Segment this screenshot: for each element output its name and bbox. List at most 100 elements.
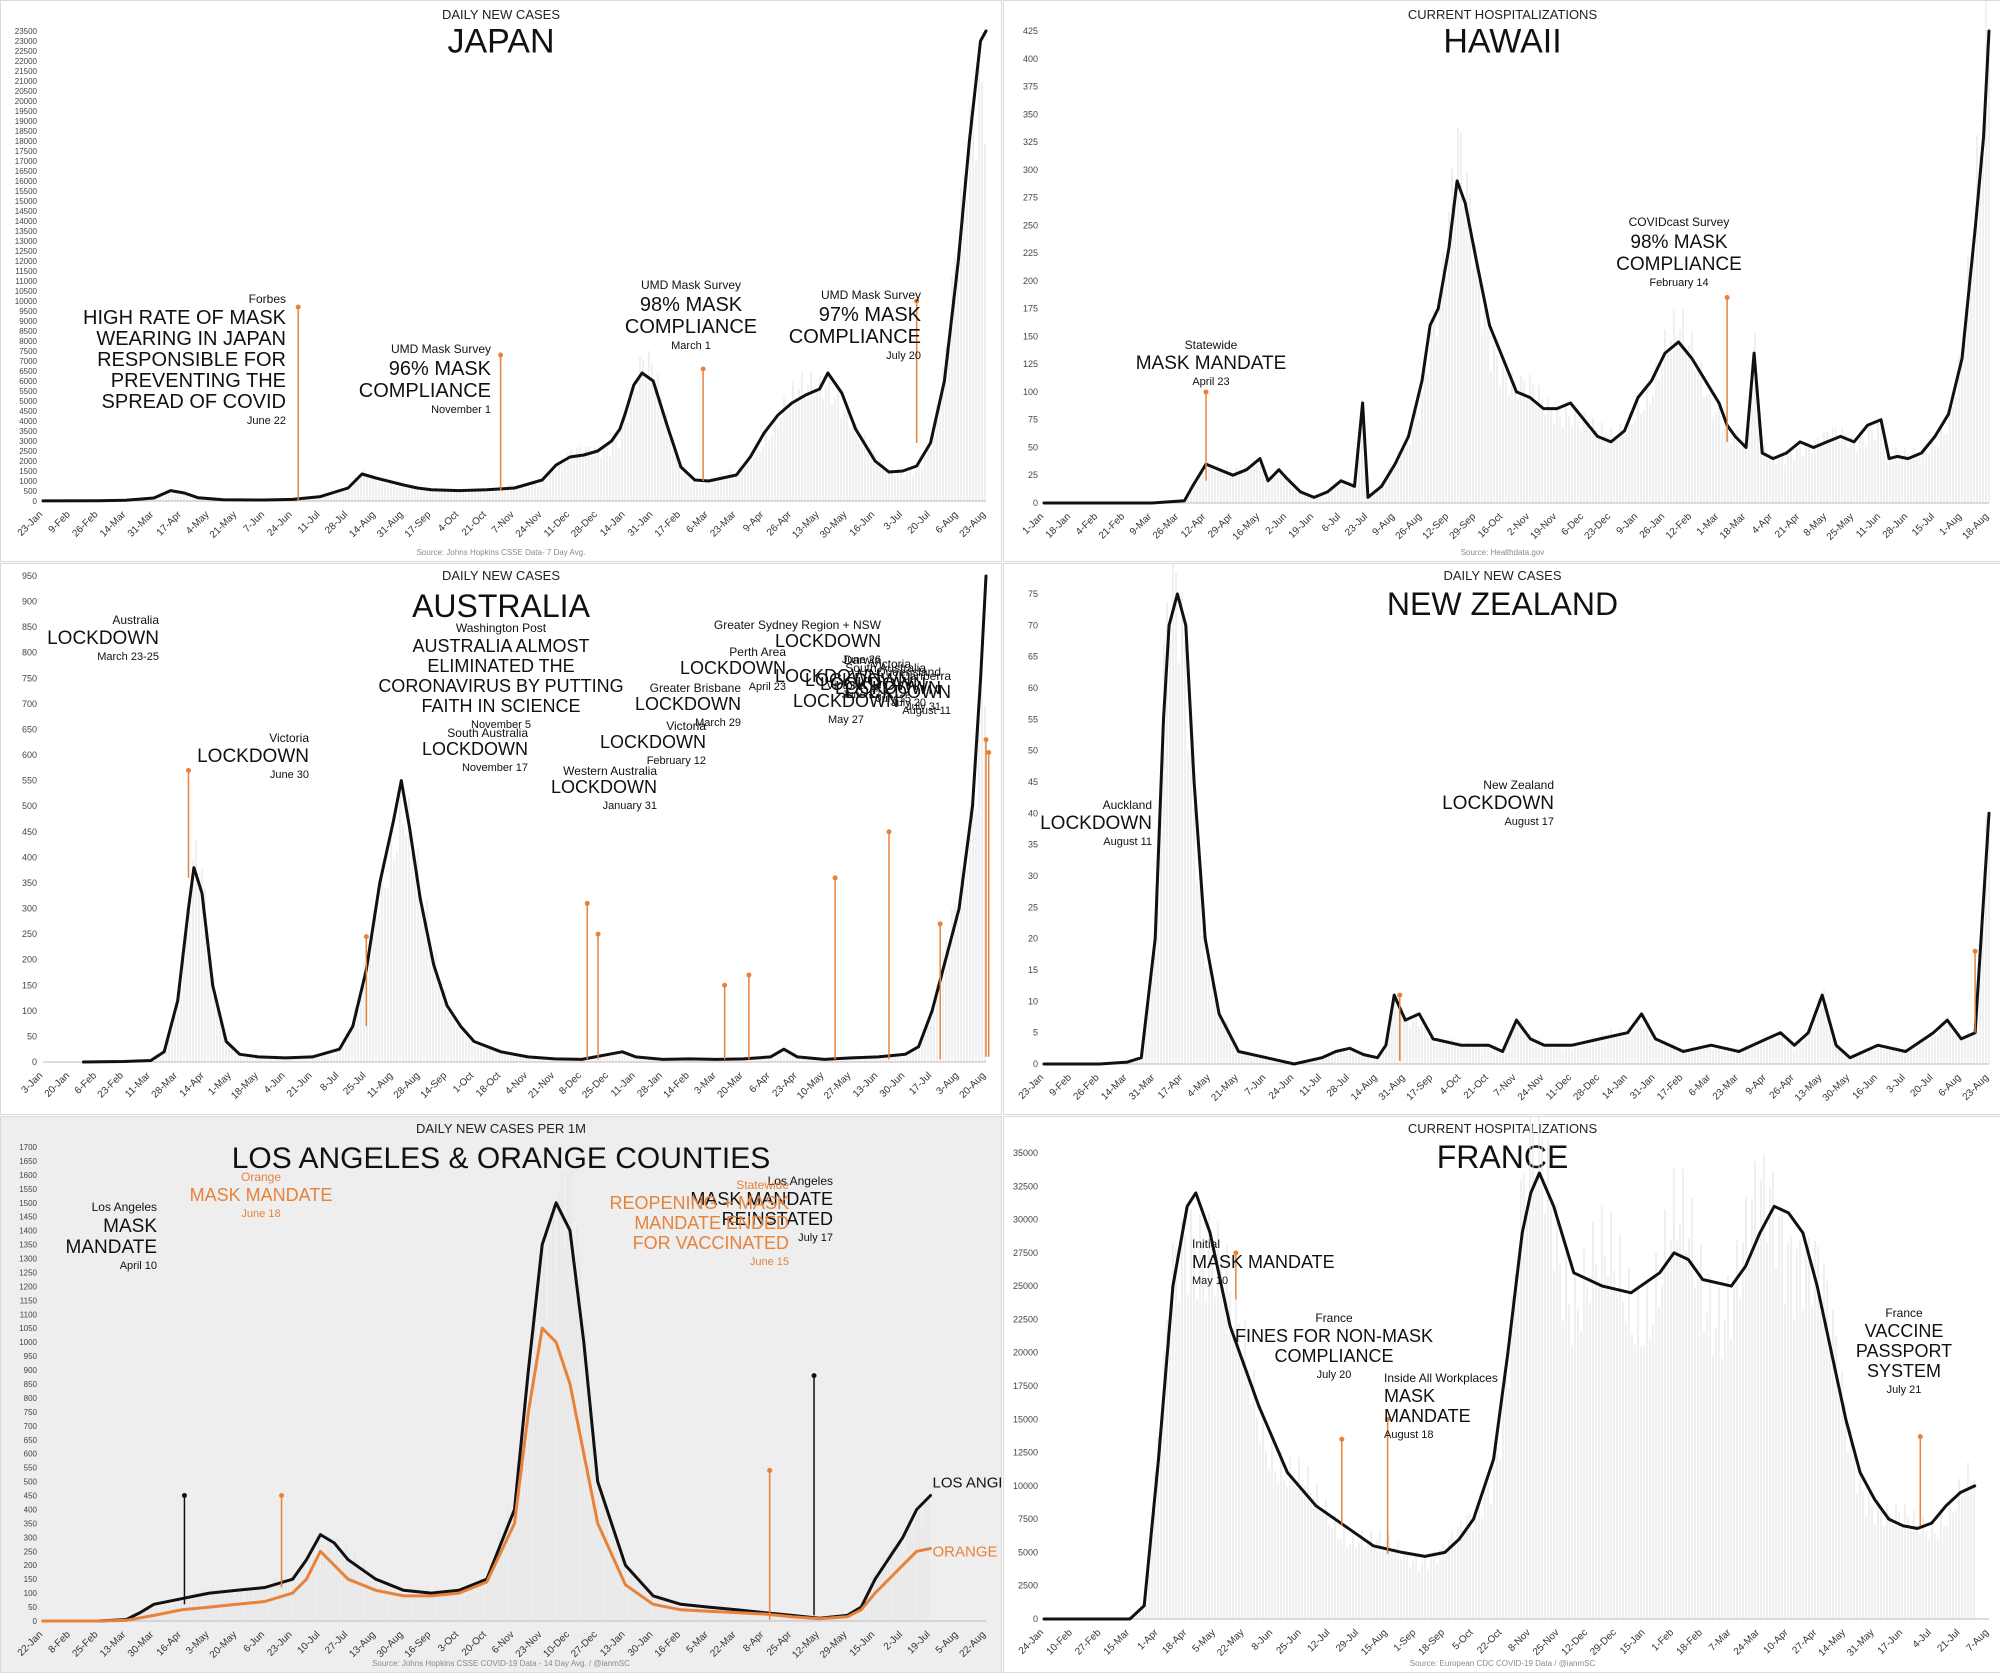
annotation-date: June 18 [241,1208,280,1220]
y-tick-label: 7500 [19,347,37,356]
y-tick-label: 17500 [1013,1381,1038,1391]
annotation-headline: FINES FOR NON-MASK [1235,1326,1433,1346]
x-tick-label: 12-May [790,1629,821,1660]
y-tick-label: 1650 [19,1157,37,1166]
x-tick-label: 3-Jul [1885,1072,1908,1095]
y-tick-label: 500 [24,487,38,496]
chart-panel-australia: DAILY NEW CASES AUSTRALIA 0 50 100 150 200 250 3… [0,563,1002,1115]
y-tick-label: 850 [22,622,37,632]
x-tick-label: 14-Sep [419,1070,450,1101]
y-tick-label: 1150 [20,1296,38,1305]
x-tick-label: 2-Jul [882,1629,905,1652]
chart-subtitle: CURRENT HOSPITALIZATIONS [1408,7,1598,22]
x-tick-label: 11-Jan [609,1070,638,1099]
x-tick-label: 28-Mar [150,1070,181,1101]
y-tick-label: 650 [24,1436,38,1445]
y-tick-label: 325 [1023,137,1038,147]
x-tick-label: 11-Dec [542,509,572,539]
x-tick-label: 11-Jun [1854,511,1883,540]
x-tick-label: 17-Apr [155,509,184,538]
annotation-marker-dot [279,1493,285,1499]
x-tick-label: 3-Oct [436,1629,461,1654]
y-tick-label: 25 [1028,902,1038,912]
x-tick-label: 1-Sep [1392,1627,1419,1654]
x-tick-label: 16-Sep [403,1629,434,1660]
annotation-headline: MASK [1384,1386,1435,1406]
x-tick-label: 11-Dec [1544,1072,1574,1102]
x-tick-label: 20-May [208,1629,239,1660]
source-note: Source: Johns Hopkins CSSE COVID-19 Data… [372,1659,630,1668]
y-tick-label: 500 [24,1478,38,1487]
y-tick-label: 65 [1028,652,1038,662]
annotation-source: Inside All Workplaces [1384,1371,1498,1385]
y-tick-label: 750 [24,1408,38,1417]
y-tick-label: 8500 [19,327,37,336]
x-tick-label: 9-Apr [741,509,767,535]
x-tick-label: 28-Jan [635,1070,664,1099]
x-tick-label: 15-Jan [1618,1627,1647,1656]
x-tick-label: 29-May [818,1629,849,1660]
y-tick-label: 11500 [15,267,37,276]
y-tick-label: 900 [24,1366,38,1375]
y-tick-label: 100 [1023,387,1038,397]
annotation-date: May 27 [828,714,864,726]
y-tick-label: 850 [24,1380,38,1389]
x-tick-label: 16-May [1231,511,1262,542]
y-tick-label: 425 [1023,26,1038,36]
annotation-headline: PASSPORT [1856,1341,1952,1361]
y-tick-label: 20000 [1013,1348,1038,1358]
x-tick-label: 20-Jan [43,1070,72,1099]
y-tick-label: 35 [1028,840,1038,850]
y-tick-label: 150 [24,1575,38,1584]
y-tick-label: 225 [1023,248,1038,258]
chart-svg-newzealand: DAILY NEW CASES NEW ZEALAND 0 5 10 15 20 25 30 35… [1017,564,1991,1104]
x-tick-label: 26-Aug [1394,511,1425,542]
y-axis: 0 50 100 150 200 250 300 350 400 450 500 550 600 650 7… [22,571,37,1067]
chart-subtitle: DAILY NEW CASES PER 1M [416,1121,586,1136]
y-tick-label: 2000 [19,457,37,466]
annotation-source: Darwin [844,653,881,667]
daily-bars [1133,1117,1975,1619]
annotation-marker-dot [1397,992,1403,998]
x-tick-label: 9-Feb [1048,1072,1075,1099]
annotation-headline: LOCKDOWN [775,631,881,651]
x-tick-label: 21-May [208,509,239,540]
annotation-marker-dot [700,366,706,372]
x-tick-label: 21-Jun [285,1070,314,1099]
annotation-date: July 21 [1887,1384,1922,1396]
x-tick-label: 22-Aug [958,1629,989,1660]
x-tick-label: 18-Mar [1718,511,1749,542]
annotation-source: Australia [112,613,159,627]
x-tick-label: 19-Nov [1529,511,1560,542]
x-tick-label: 17-Apr [1156,1072,1185,1101]
y-tick-label: 7500 [1018,1514,1038,1524]
x-tick-label: 7-Jun [1243,1072,1268,1097]
annotation-headline: COMPLIANCE [1274,1346,1393,1366]
x-tick-label: 23-Mar [708,509,739,540]
annotation-date: March 29 [695,717,741,729]
y-tick-label: 100 [22,1006,37,1016]
y-axis: 0 2500 5000 7500 10000 12500 15000 17500 20000 22… [1013,1148,1038,1624]
x-tick-label: 8-Jul [318,1070,341,1093]
x-tick-label: 15-Jun [848,1629,877,1658]
y-tick-label: 0 [1033,498,1038,508]
annotation-marker-dot [886,829,892,835]
annotation-headline: LOCKDOWN [422,739,528,759]
annotation-marker-dot [1724,295,1730,301]
chart-subtitle: DAILY NEW CASES [442,7,560,22]
annotation-headline: LOCKDOWN [775,666,881,686]
y-tick-label: 14000 [15,217,38,226]
